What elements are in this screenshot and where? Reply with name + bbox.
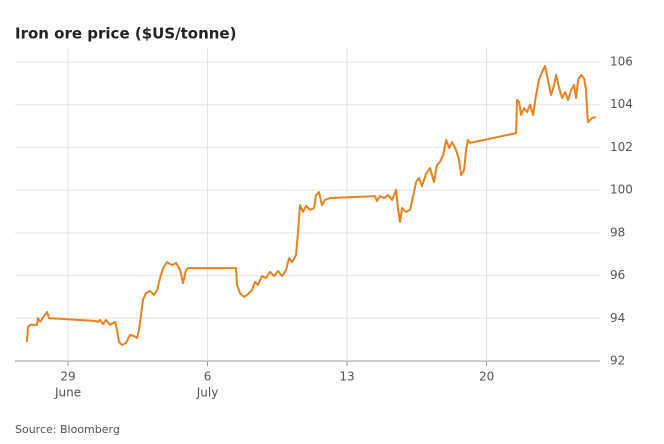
y-tick-label: 102 (610, 140, 633, 154)
price-line (25, 65, 597, 346)
chart-title: Iron ore price ($US/tonne) (15, 25, 236, 43)
source: Source: Bloomberg (15, 423, 120, 436)
y-tick-label: 96 (610, 268, 625, 282)
y-tick-label: 98 (610, 225, 625, 239)
x-month-label: June (54, 386, 81, 400)
y-tick-label: 94 (610, 311, 625, 325)
y-tick-label: 106 (610, 55, 633, 69)
x-tick-label: 6 (204, 370, 212, 384)
y-tick-label: 104 (610, 97, 633, 111)
x-tick-label: 13 (339, 370, 354, 384)
y-tick-label: 92 (610, 354, 625, 368)
y-tick-label: 100 (610, 183, 633, 197)
x-tick-label: 20 (479, 370, 494, 384)
x-tick-label: 29 (60, 370, 75, 384)
x-month-label: July (196, 386, 219, 400)
